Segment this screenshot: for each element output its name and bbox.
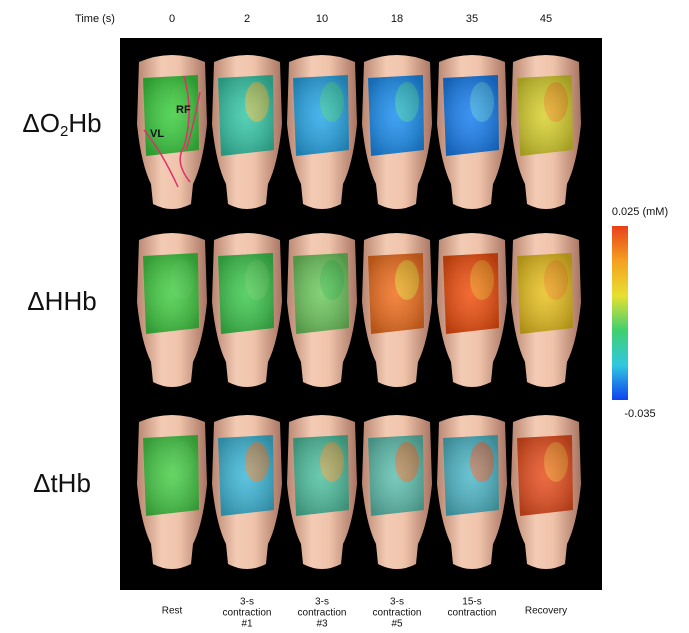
caption: Recovery — [525, 606, 567, 617]
map-shade — [443, 253, 499, 334]
row-label: ΔHHb — [27, 286, 96, 316]
time-header: Time (s) — [75, 13, 115, 25]
caption: #1 — [241, 619, 253, 630]
time-value: 45 — [540, 13, 552, 25]
time-value: 10 — [316, 13, 328, 25]
colorbar — [612, 226, 628, 400]
colorbar-max: 0.025 (mM) — [612, 206, 668, 218]
row-label-part: ΔHHb — [27, 286, 96, 316]
row-label: ΔtHb — [33, 468, 91, 498]
map-shade — [293, 253, 349, 334]
map-shade — [293, 435, 349, 516]
map-shade — [143, 253, 199, 334]
map-shade — [293, 75, 349, 156]
map-shade — [368, 75, 424, 156]
map-shade — [443, 75, 499, 156]
caption: contraction — [223, 608, 272, 619]
caption: contraction — [373, 608, 422, 619]
row-label: ΔO2Hb — [22, 108, 101, 140]
map-shade — [517, 253, 573, 334]
annotation: RF — [176, 104, 191, 116]
row-label-part: Hb — [68, 108, 101, 138]
map-shade — [517, 75, 573, 156]
map-shade — [218, 435, 274, 516]
caption: contraction — [448, 608, 497, 619]
row-label-part: ΔtHb — [33, 468, 91, 498]
caption: #5 — [391, 619, 403, 630]
row-label-part: 2 — [60, 123, 68, 140]
map-shade — [218, 75, 274, 156]
time-value: 0 — [169, 13, 175, 25]
map-shade — [443, 435, 499, 516]
caption: 3-s — [315, 597, 329, 608]
map-shade — [218, 253, 274, 334]
annotation: VL — [150, 128, 164, 140]
caption: 15-s — [462, 597, 481, 608]
time-value: 18 — [391, 13, 403, 25]
row-label-part: ΔO — [22, 108, 60, 138]
map-shade — [368, 253, 424, 334]
caption: 3-s — [240, 597, 254, 608]
figure: Time (s) 0.025 (mM) -0.035 RF VL 0 2 10 18 35… — [0, 0, 689, 633]
time-value: 2 — [244, 13, 250, 25]
caption: contraction — [298, 608, 347, 619]
colorbar-min: -0.035 — [624, 408, 655, 420]
caption: #3 — [316, 619, 328, 630]
map-shade — [143, 435, 199, 516]
map-shade — [368, 435, 424, 516]
caption: Rest — [162, 606, 183, 617]
caption: 3-s — [390, 597, 404, 608]
map-shade — [517, 435, 573, 516]
time-value: 35 — [466, 13, 478, 25]
